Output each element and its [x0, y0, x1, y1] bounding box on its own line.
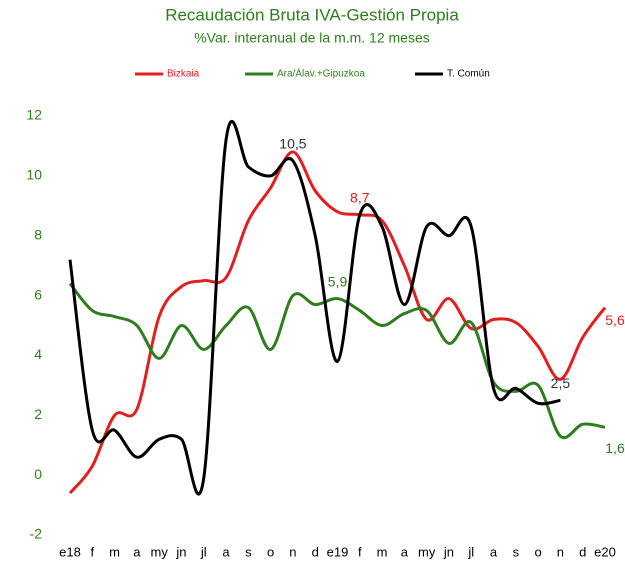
- data-label: 8,7: [350, 189, 370, 205]
- x-tick-label: e20: [594, 544, 616, 559]
- x-tick-label: f: [90, 544, 94, 559]
- x-tick-label: f: [358, 544, 362, 559]
- x-tick-label: e18: [59, 544, 81, 559]
- x-tick-label: m: [377, 544, 388, 559]
- x-tick-label: s: [245, 544, 252, 559]
- x-tick-label: a: [401, 544, 409, 559]
- x-tick-label: d: [579, 544, 586, 559]
- x-tick-label: jl: [200, 544, 207, 559]
- x-tick-label: my: [418, 544, 436, 559]
- y-tick-label: 0: [34, 466, 42, 482]
- y-tick-label: 10: [26, 167, 42, 183]
- x-tick-label: o: [267, 544, 274, 559]
- data-label: 2,5: [551, 375, 571, 391]
- data-label: 10,5: [279, 136, 306, 152]
- y-tick-label: 4: [34, 346, 42, 362]
- x-tick-label: a: [490, 544, 498, 559]
- series-line: [68, 282, 606, 440]
- x-tick-label: my: [150, 544, 168, 559]
- legend-label: T. Común: [447, 69, 490, 80]
- y-tick-label: 6: [34, 286, 42, 302]
- y-tick-label: 2: [34, 406, 42, 422]
- chart-title: Recaudación Bruta IVA-Gestión Propia: [165, 5, 459, 24]
- x-tick-label: jn: [175, 544, 186, 559]
- series-line: [68, 119, 561, 496]
- x-tick-label: jn: [443, 544, 454, 559]
- x-tick-label: d: [312, 544, 319, 559]
- x-tick-label: s: [513, 544, 520, 559]
- y-tick-label: -2: [30, 526, 43, 542]
- legend-label: Ara/Álav.+Gipuzkoa: [277, 67, 365, 80]
- data-label: 5,9: [328, 273, 348, 289]
- y-tick-label: 12: [26, 107, 42, 123]
- x-tick-label: e19: [327, 544, 349, 559]
- x-tick-label: o: [535, 544, 542, 559]
- legend-label: Bizkaia: [167, 69, 200, 80]
- data-label: 1,6: [605, 440, 625, 456]
- x-tick-label: n: [289, 544, 296, 559]
- data-label: 5,6: [605, 312, 625, 328]
- y-tick-label: 8: [34, 226, 42, 242]
- x-tick-label: n: [557, 544, 564, 559]
- x-tick-label: a: [133, 544, 141, 559]
- x-tick-label: m: [109, 544, 120, 559]
- series-line: [68, 150, 607, 495]
- x-tick-label: a: [222, 544, 230, 559]
- chart-subtitle: %Var. interanual de la m.m. 12 meses: [194, 30, 430, 46]
- x-tick-label: jl: [467, 544, 474, 559]
